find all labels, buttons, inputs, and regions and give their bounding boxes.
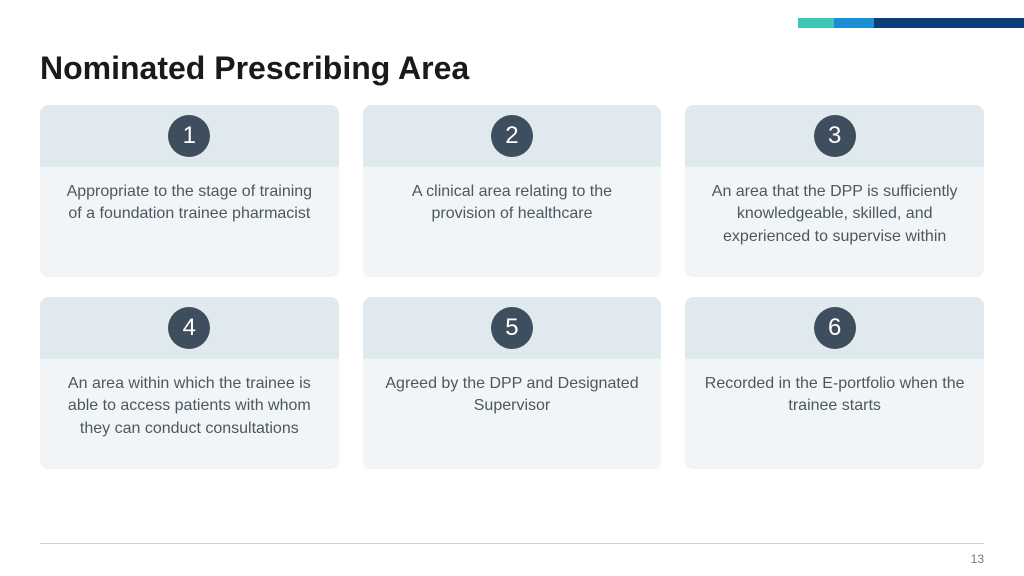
- card-text: An area within which the trainee is able…: [58, 373, 321, 440]
- card-text: Recorded in the E-portfolio when the tra…: [703, 373, 966, 418]
- footer-divider: [40, 543, 984, 544]
- card-header: 4: [40, 297, 339, 359]
- card-header: 6: [685, 297, 984, 359]
- card-body: An area within which the trainee is able…: [40, 359, 339, 469]
- card-2: 2 A clinical area relating to the provis…: [363, 105, 662, 277]
- card-header: 5: [363, 297, 662, 359]
- badge-number: 1: [168, 115, 210, 157]
- card-body: An area that the DPP is sufficiently kno…: [685, 167, 984, 277]
- card-4: 4 An area within which the trainee is ab…: [40, 297, 339, 469]
- card-body: A clinical area relating to the provisio…: [363, 167, 662, 277]
- card-1: 1 Appropriate to the stage of training o…: [40, 105, 339, 277]
- card-text: A clinical area relating to the provisio…: [381, 181, 644, 226]
- card-text: An area that the DPP is sufficiently kno…: [703, 181, 966, 248]
- badge-number: 6: [814, 307, 856, 349]
- page-title: Nominated Prescribing Area: [40, 50, 984, 87]
- slide-content: Nominated Prescribing Area 1 Appropriate…: [0, 0, 1024, 469]
- card-header: 2: [363, 105, 662, 167]
- card-body: Agreed by the DPP and Designated Supervi…: [363, 359, 662, 469]
- card-header: 1: [40, 105, 339, 167]
- accent-segment-2: [834, 18, 874, 28]
- accent-bar: [798, 18, 1024, 28]
- accent-segment-3: [874, 18, 1024, 28]
- card-grid: 1 Appropriate to the stage of training o…: [40, 105, 984, 469]
- badge-number: 3: [814, 115, 856, 157]
- card-header: 3: [685, 105, 984, 167]
- card-5: 5 Agreed by the DPP and Designated Super…: [363, 297, 662, 469]
- card-text: Appropriate to the stage of training of …: [58, 181, 321, 226]
- card-body: Recorded in the E-portfolio when the tra…: [685, 359, 984, 469]
- accent-segment-1: [798, 18, 834, 28]
- page-number: 13: [971, 552, 984, 566]
- card-text: Agreed by the DPP and Designated Supervi…: [381, 373, 644, 418]
- badge-number: 4: [168, 307, 210, 349]
- card-3: 3 An area that the DPP is sufficiently k…: [685, 105, 984, 277]
- card-6: 6 Recorded in the E-portfolio when the t…: [685, 297, 984, 469]
- badge-number: 2: [491, 115, 533, 157]
- badge-number: 5: [491, 307, 533, 349]
- card-body: Appropriate to the stage of training of …: [40, 167, 339, 277]
